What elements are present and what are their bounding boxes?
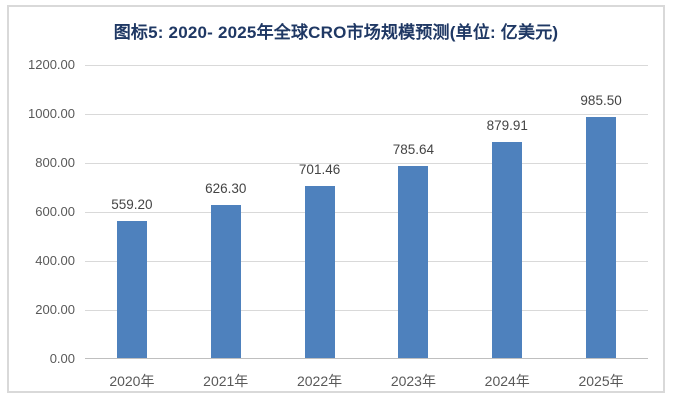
- chart-frame: 图标5: 2020- 2025年全球CRO市场规模预测(单位: 亿美元) 0.0…: [7, 5, 665, 393]
- gridline: [85, 162, 648, 164]
- x-axis-tick-label: 2023年: [390, 373, 436, 389]
- plot-area: 559.20 626.30 701.46 785.64 879.91 985.50: [85, 64, 648, 359]
- bar-value-label: 879.91: [486, 118, 528, 134]
- gridline: [85, 113, 648, 115]
- gridline: [85, 211, 648, 213]
- x-axis-line: [85, 358, 648, 359]
- bar-value-label: 785.64: [392, 141, 435, 157]
- bar: [586, 116, 617, 358]
- bar: [116, 221, 147, 358]
- gridline: [85, 309, 648, 311]
- chart-title: 图标5: 2020- 2025年全球CRO市场规模预测(单位: 亿美元): [113, 23, 559, 42]
- gridline: [85, 64, 648, 66]
- x-axis-tick-label: 2025年: [578, 373, 624, 389]
- bar-value-label: 559.20: [111, 197, 153, 212]
- gridline: [85, 260, 648, 262]
- y-axis-tick-label: 200.00: [35, 302, 75, 317]
- y-axis-tick-label: 800.00: [35, 155, 75, 170]
- x-axis-tick-label: 2024年: [484, 373, 530, 389]
- bar: [492, 142, 523, 358]
- x-axis-tick-label: 2020年: [109, 373, 155, 389]
- y-axis-tick-label: 0.00: [49, 351, 75, 366]
- y-axis-tick-label: 600.00: [35, 204, 75, 219]
- y-axis-tick-label: 400.00: [35, 253, 75, 268]
- bar-value-label: 626.30: [205, 180, 247, 196]
- y-axis-tick-label: 1200.00: [28, 57, 75, 72]
- bar: [398, 165, 429, 358]
- bar-value-label: 985.50: [580, 92, 622, 108]
- bar: [210, 204, 241, 358]
- bar: [304, 186, 335, 358]
- x-axis-tick-label: 2021年: [203, 373, 249, 389]
- x-axis-tick-label: 2022年: [296, 373, 343, 389]
- x-axis: 2020年 2021年 2022年 2023年 2024年 2025年: [85, 367, 648, 389]
- bar-value-label: 701.46: [298, 162, 341, 178]
- y-axis-tick-label: 1000.00: [28, 106, 75, 121]
